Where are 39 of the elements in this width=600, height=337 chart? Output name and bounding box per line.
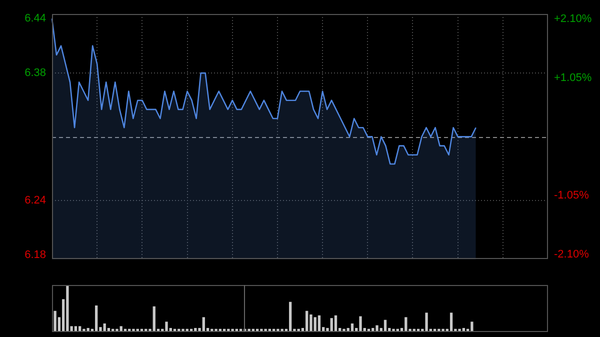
bar	[194, 328, 197, 331]
bar	[330, 318, 333, 331]
bar	[334, 315, 338, 331]
bar	[376, 325, 378, 331]
bar	[202, 317, 205, 331]
bar	[306, 310, 308, 331]
bar	[359, 316, 362, 331]
y2-tick-label: +2.10%	[554, 13, 592, 26]
y-tick-label: 6.24	[24, 194, 46, 206]
bar	[152, 306, 156, 331]
bar	[74, 326, 78, 331]
bar	[54, 310, 56, 331]
y2-tick-label: -1.05%	[554, 190, 590, 202]
bar	[372, 328, 374, 331]
bar	[404, 317, 408, 331]
bar	[78, 326, 82, 331]
bar	[165, 322, 168, 331]
bar	[120, 326, 122, 331]
y-tick-label: 6.44	[24, 12, 46, 25]
bar	[450, 312, 453, 331]
bar	[462, 328, 466, 331]
bar	[314, 317, 316, 331]
bar	[318, 315, 321, 331]
y2-tick-label: +1.05%	[554, 72, 592, 84]
bar	[107, 328, 110, 331]
bar	[95, 305, 98, 331]
y2-tick-label: -2.10%	[554, 248, 590, 260]
bar	[310, 314, 312, 331]
bar	[346, 328, 350, 331]
bar	[350, 323, 354, 331]
bar	[470, 322, 474, 331]
y-tick-label: 6.18	[24, 248, 46, 261]
bar	[103, 323, 106, 331]
y-tick-label: 6.38	[24, 67, 46, 80]
bar	[86, 328, 90, 331]
bar	[66, 286, 69, 331]
bar	[289, 302, 292, 331]
bar	[425, 312, 428, 331]
bar	[384, 320, 387, 331]
